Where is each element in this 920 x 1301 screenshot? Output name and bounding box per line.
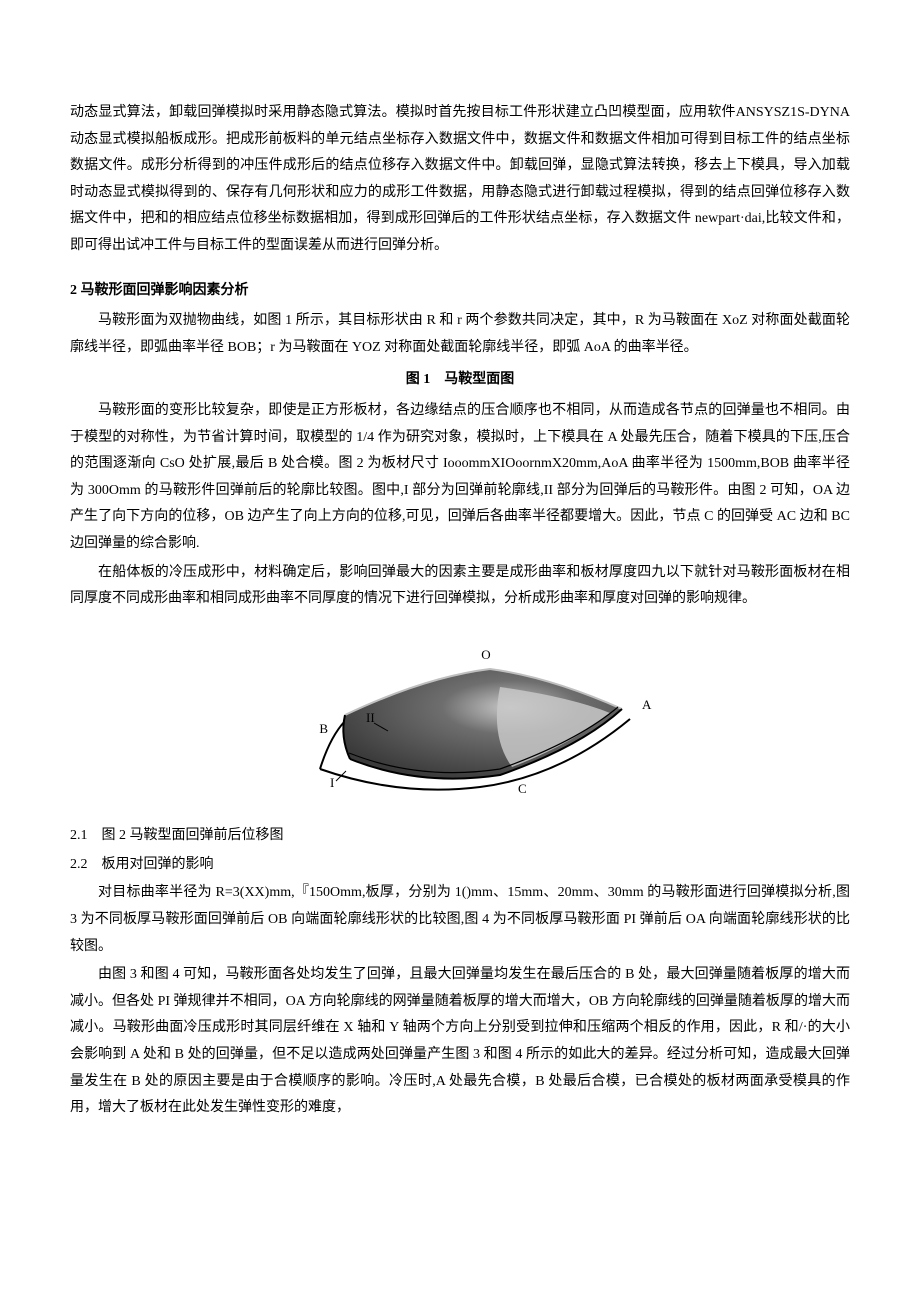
paragraph-3: 马鞍形面的变形比较复杂，即使是正方形板材，各边缘结点的压合顺序也不相同，从而造成… <box>70 398 850 558</box>
svg-text:II: II <box>366 710 375 725</box>
paragraph-2: 马鞍形面为双抛物曲线，如图 1 所示，其目标形状由 R 和 r 两个参数共同决定… <box>70 308 850 361</box>
paragraph-intro: 动态显式算法，卸载回弹模拟时采用静态隐式算法。模拟时首先按目标工件形状建立凸凹模… <box>70 100 850 260</box>
subheading-2-1: 2.1 图 2 马鞍型面回弹前后位移图 <box>70 823 850 850</box>
subheading-2-2: 2.2 板用对回弹的影响 <box>70 852 850 879</box>
paragraph-4: 在船体板的冷压成形中，材料确定后，影响回弹最大的因素主要是成形曲率和板材厚度四九… <box>70 560 850 613</box>
paragraph-6: 由图 3 和图 4 可知，马鞍形面各处均发生了回弹，且最大回弹量均发生在最后压合… <box>70 962 850 1122</box>
svg-text:O: O <box>481 647 490 662</box>
figure-2-saddle-diagram: O A B C II I <box>70 627 850 818</box>
svg-text:I: I <box>330 775 334 790</box>
svg-text:C: C <box>518 781 527 796</box>
svg-text:A: A <box>642 697 652 712</box>
figure-1-caption: 图 1 马鞍型面图 <box>70 367 850 394</box>
svg-text:B: B <box>319 721 328 736</box>
heading-section-2: 2 马鞍形面回弹影响因素分析 <box>70 278 850 305</box>
paragraph-5: 对目标曲率半径为 R=3(XX)mm,『150Omm,板厚，分别为 1()mm、… <box>70 880 850 960</box>
